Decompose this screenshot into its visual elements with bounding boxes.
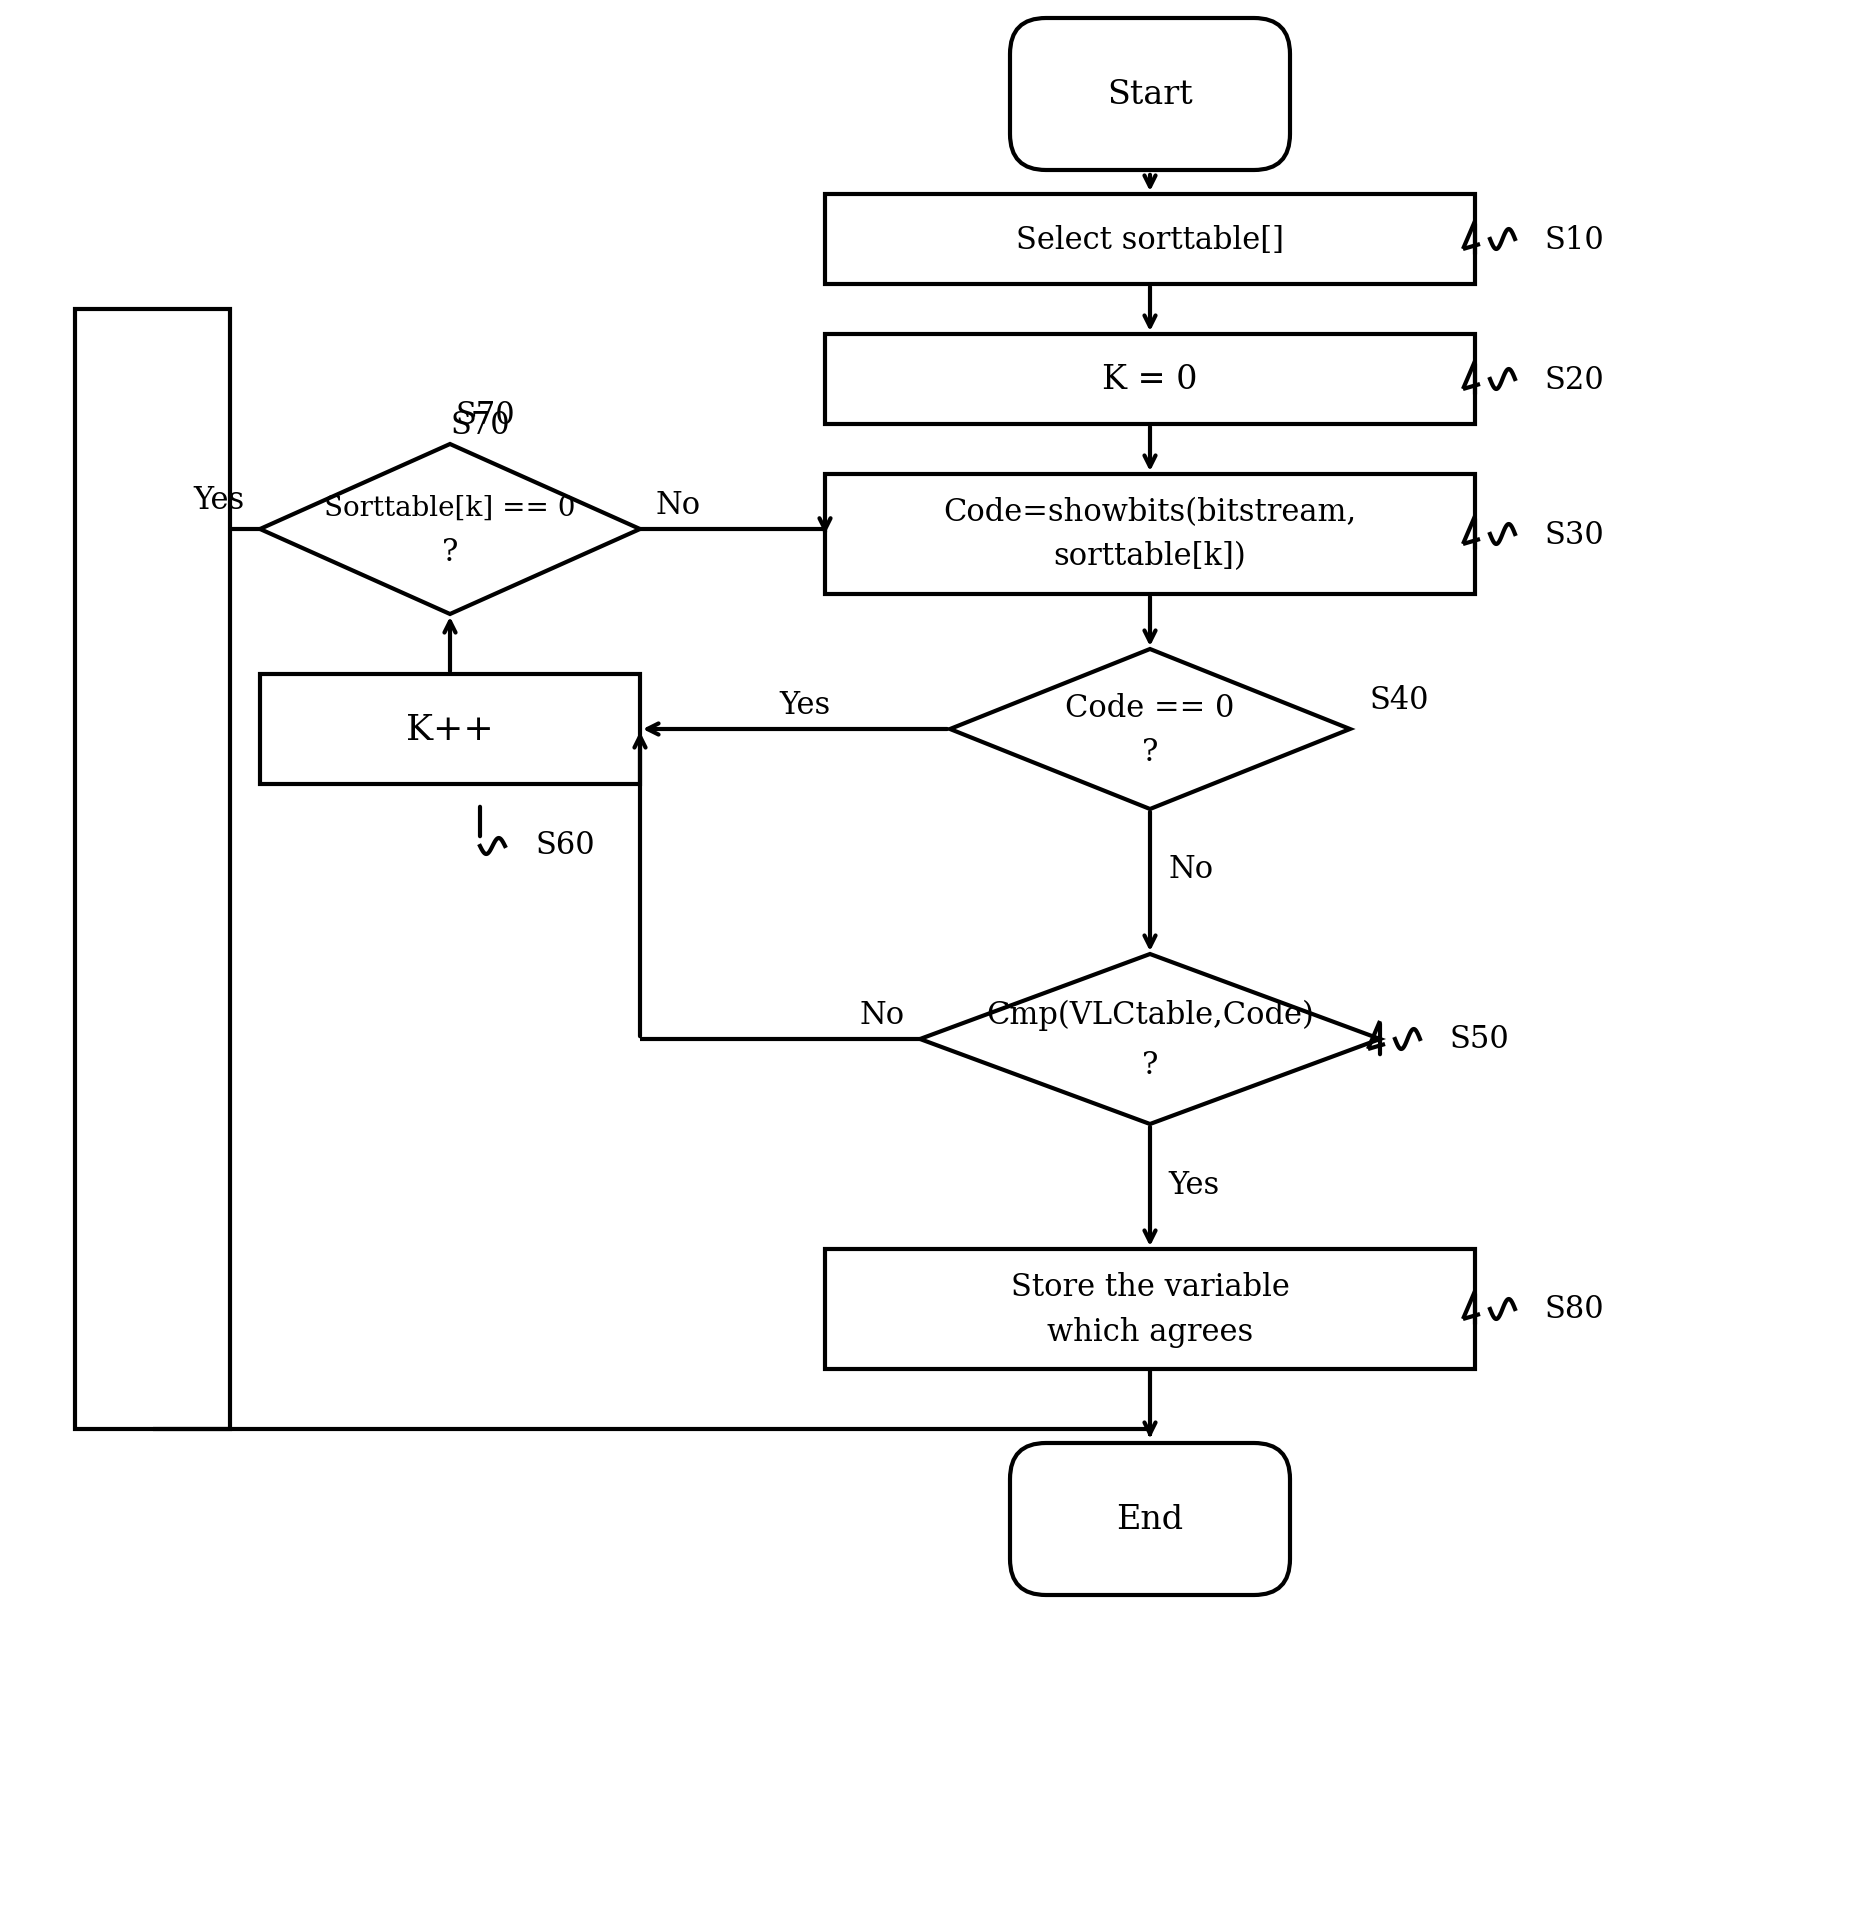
Text: Yes: Yes	[1169, 1170, 1219, 1200]
Text: S70: S70	[455, 400, 514, 430]
Text: S30: S30	[1545, 519, 1605, 550]
Text: sorttable[k]): sorttable[k])	[1053, 540, 1247, 571]
Text: S80: S80	[1545, 1293, 1605, 1324]
Text: S40: S40	[1370, 683, 1430, 716]
Bar	[826, 475, 1474, 594]
Bar	[259, 676, 639, 786]
Bar	[826, 1249, 1474, 1368]
Text: No: No	[1169, 855, 1213, 886]
Text: S20: S20	[1545, 365, 1605, 396]
Text: K++: K++	[406, 712, 494, 747]
Text: S50: S50	[1450, 1025, 1510, 1056]
Text: Code=showbits(bitstream,: Code=showbits(bitstream,	[943, 498, 1357, 529]
Text: ?: ?	[1143, 1050, 1158, 1081]
Text: which agrees: which agrees	[1048, 1316, 1253, 1347]
Text: ?: ?	[1143, 735, 1158, 766]
Bar	[75, 311, 229, 1430]
Text: Yes: Yes	[194, 484, 244, 515]
Text: ?: ?	[442, 537, 459, 567]
Text: Select sorttable[]: Select sorttable[]	[1016, 224, 1284, 255]
Text: Yes: Yes	[779, 689, 831, 720]
Bar	[826, 334, 1474, 425]
Text: No: No	[859, 1000, 906, 1031]
Text: S10: S10	[1545, 224, 1605, 255]
FancyBboxPatch shape	[1010, 19, 1290, 172]
Text: K = 0: K = 0	[1102, 365, 1199, 396]
Bar	[826, 195, 1474, 286]
Polygon shape	[921, 955, 1379, 1125]
Polygon shape	[951, 650, 1350, 809]
Text: S70: S70	[451, 409, 511, 440]
Text: End: End	[1117, 1503, 1184, 1534]
Text: S60: S60	[535, 830, 595, 861]
Text: Sorttable[k] == 0: Sorttable[k] == 0	[324, 494, 576, 521]
Text: No: No	[654, 488, 701, 521]
Text: Cmp(VLCtable,Code): Cmp(VLCtable,Code)	[986, 1000, 1314, 1031]
Text: Code == 0: Code == 0	[1066, 693, 1234, 724]
Text: Start: Start	[1107, 79, 1193, 110]
Polygon shape	[259, 444, 639, 614]
FancyBboxPatch shape	[1010, 1444, 1290, 1596]
Text: Store the variable: Store the variable	[1010, 1272, 1290, 1303]
